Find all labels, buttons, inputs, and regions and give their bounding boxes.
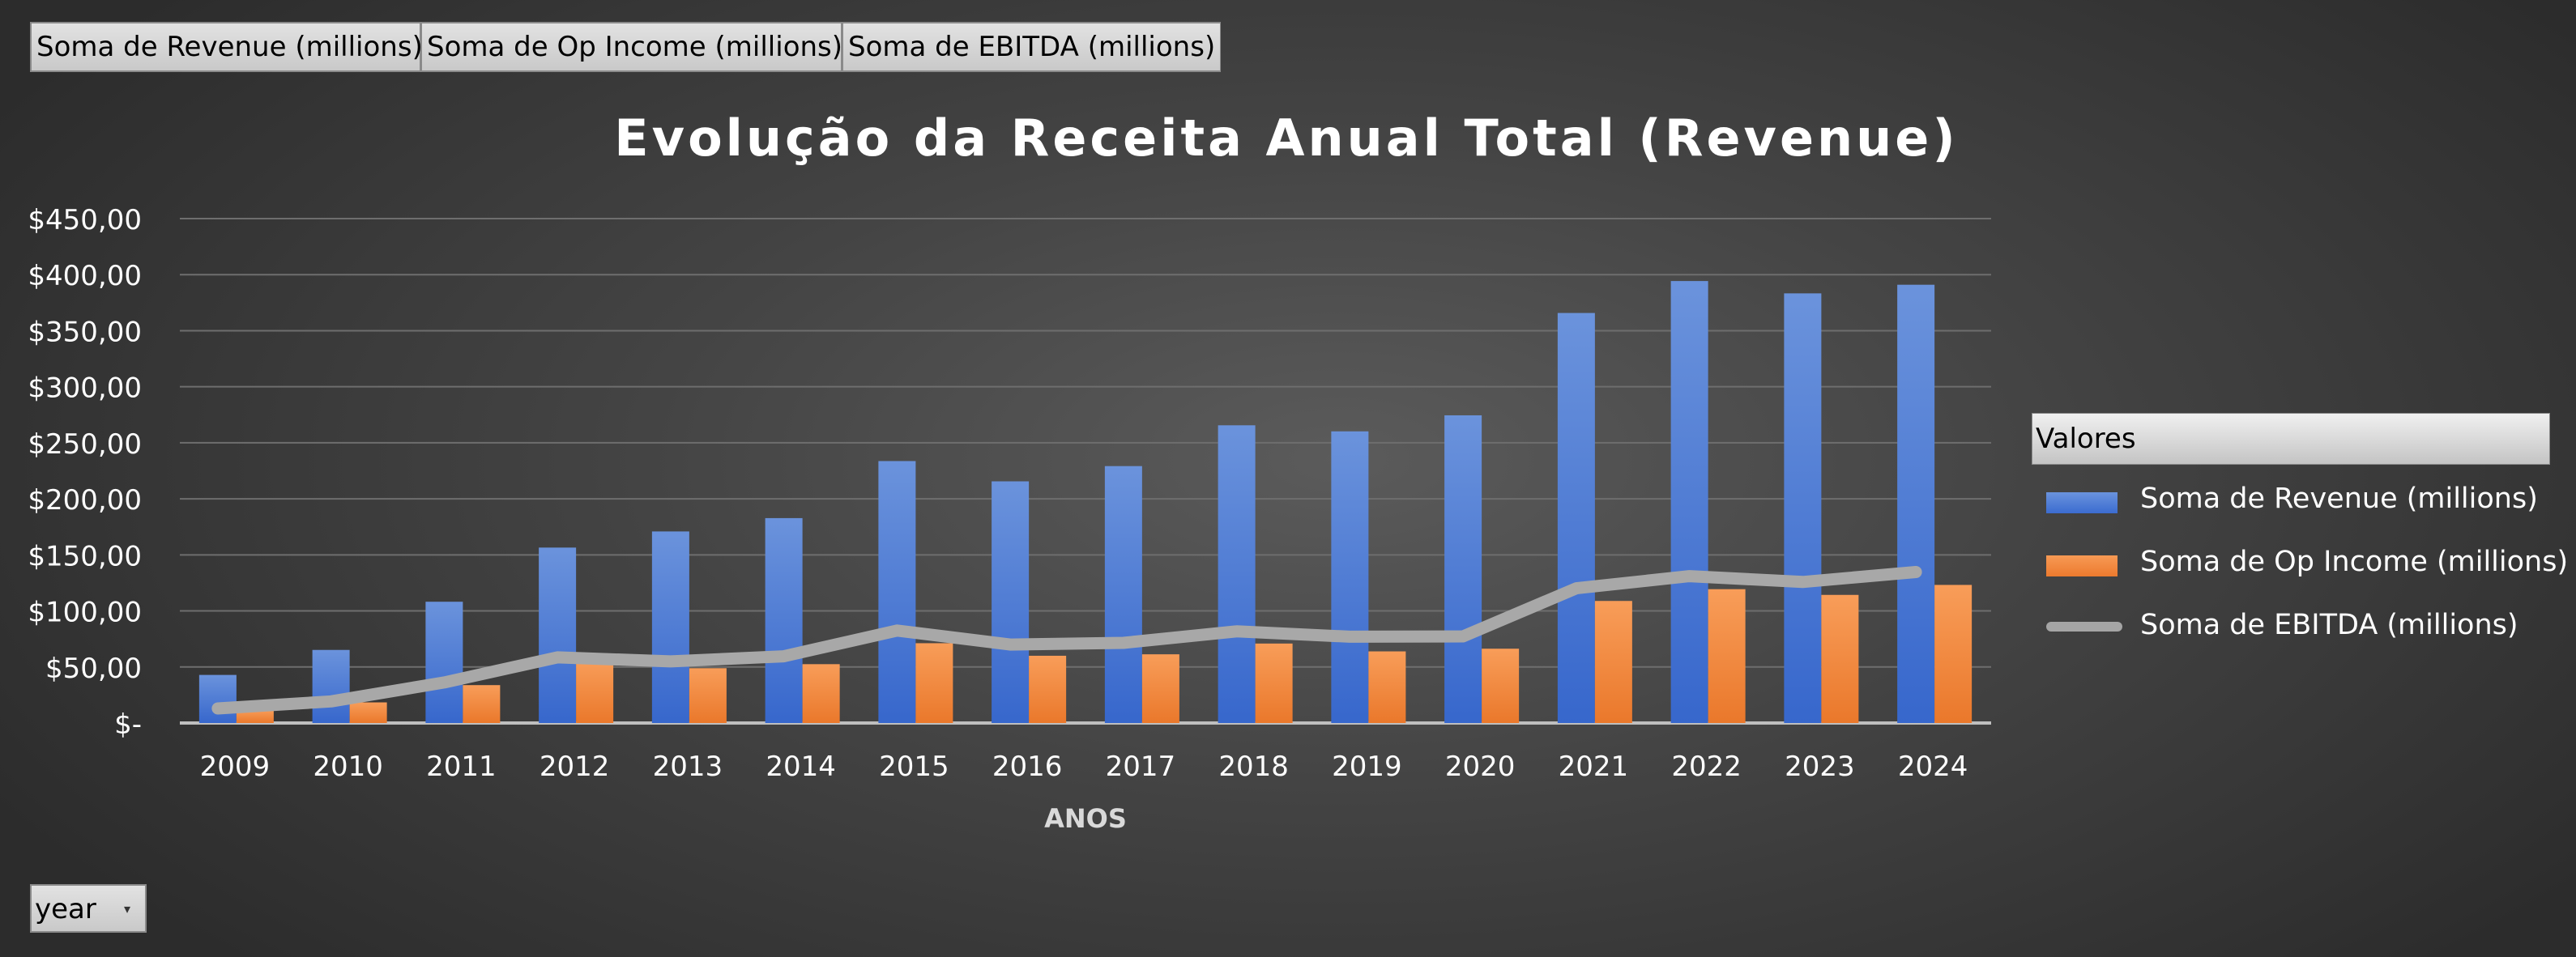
bar-revenue-2018: [1218, 425, 1256, 723]
x-axis-tick-labels: 2009 2010 2011 2012 2013 2014 2015 2016 2017 2018…: [200, 751, 1968, 783]
y-axis-tick-labels: $- $50,00 $100,00 $150,00 $200,00 $250,00 $300…: [28, 204, 142, 741]
y-tick-label: $350,00: [28, 316, 142, 348]
bar-op-income-2017: [1141, 654, 1179, 723]
field-button-ebitda[interactable]: Soma de EBITDA (millions): [842, 22, 1221, 72]
x-axis-label: ANOS: [1044, 803, 1127, 834]
y-tick-label: $300,00: [28, 372, 142, 405]
legend-title[interactable]: Valores: [2032, 413, 2550, 465]
bar-op-income-2023: [1821, 594, 1859, 723]
x-tick-label-2010: 2010: [313, 751, 383, 783]
bar-revenue-2022: [1670, 281, 1708, 724]
bar-revenue-2010: [312, 649, 350, 723]
bar-op-income-2011: [463, 685, 501, 723]
legend-item-ebitda[interactable]: Soma de EBITDA (millions): [2046, 601, 2565, 649]
bar-revenue-2021: [1557, 313, 1595, 723]
bar-op-income-2012: [576, 661, 614, 723]
y-tick-label: $400,00: [28, 260, 142, 292]
bar-op-income-2022: [1708, 589, 1746, 723]
x-tick-label-2015: 2015: [879, 751, 949, 783]
y-tick-label: $-: [114, 708, 142, 741]
y-tick-label: $100,00: [28, 597, 142, 629]
x-tick-label-2021: 2021: [1559, 751, 1629, 783]
x-tick-label-2013: 2013: [653, 751, 723, 783]
legend-item-op-income[interactable]: Soma de Op Income (millions): [2046, 538, 2569, 586]
x-tick-label-2012: 2012: [540, 751, 610, 783]
field-button-op-income[interactable]: Soma de Op Income (millions): [420, 22, 842, 72]
legend: Valores Soma de Revenue (millions) Soma …: [2032, 413, 2568, 641]
bar-revenue-2015: [878, 461, 916, 723]
bar-revenue-2013: [651, 531, 689, 723]
y-tick-label: $450,00: [28, 204, 142, 236]
y-tick-label: $250,00: [28, 428, 142, 461]
bar-op-income-2018: [1255, 643, 1293, 723]
legend-label-revenue: Soma de Revenue (millions): [2140, 483, 2538, 515]
x-tick-label-2019: 2019: [1332, 751, 1402, 783]
field-buttons: Soma de Revenue (millions) Soma de Op In…: [30, 22, 1221, 72]
year-filter-button[interactable]: year ▾: [30, 884, 147, 933]
x-tick-label-2022: 2022: [1671, 751, 1742, 783]
x-tick-label-2018: 2018: [1218, 751, 1289, 783]
x-tick-label-2024: 2024: [1898, 751, 1968, 783]
chart-line-series: [211, 566, 1922, 715]
x-tick-label-2009: 2009: [200, 751, 271, 783]
bar-revenue-2019: [1331, 431, 1369, 723]
legend-swatch-op-income: [2046, 555, 2118, 576]
bar-revenue-2017: [1104, 466, 1142, 723]
x-tick-label-2016: 2016: [992, 751, 1063, 783]
legend-label-ebitda: Soma de EBITDA (millions): [2140, 609, 2518, 641]
y-tick-label: $150,00: [28, 540, 142, 572]
dropdown-arrow-icon: ▾: [123, 901, 130, 917]
bar-revenue-2016: [992, 481, 1030, 723]
x-tick-label-2023: 2023: [1785, 751, 1855, 783]
bar-op-income-2021: [1594, 601, 1632, 723]
bar-revenue-2020: [1444, 415, 1482, 723]
bar-revenue-2009: [198, 674, 237, 723]
bar-revenue-2023: [1784, 293, 1822, 724]
bar-op-income-2015: [915, 643, 953, 723]
y-tick-label: $50,00: [45, 653, 142, 685]
x-tick-label-2014: 2014: [766, 751, 836, 783]
line-ebitda: [211, 566, 1922, 715]
bar-revenue-2011: [425, 602, 463, 723]
x-tick-label-2020: 2020: [1445, 751, 1516, 783]
bar-op-income-2024: [1934, 585, 1973, 723]
legend-swatch-revenue: [2046, 492, 2118, 513]
bar-op-income-2010: [349, 702, 387, 723]
bar-revenue-2012: [539, 547, 577, 723]
x-tick-label-2011: 2011: [426, 751, 497, 783]
bar-revenue-2014: [765, 517, 803, 723]
field-button-revenue[interactable]: Soma de Revenue (millions): [30, 22, 423, 72]
y-tick-label: $200,00: [28, 484, 142, 517]
chart-title: Evolução da Receita Anual Total (Revenue…: [614, 108, 1958, 168]
bar-op-income-2020: [1482, 649, 1520, 723]
x-tick-label-2017: 2017: [1106, 751, 1176, 783]
legend-label-op-income: Soma de Op Income (millions): [2140, 546, 2569, 578]
chart-bars: [198, 281, 1973, 724]
bar-op-income-2019: [1368, 651, 1406, 723]
legend-swatch-ebitda: [2046, 622, 2122, 632]
bar-op-income-2009: [236, 709, 274, 723]
legend-item-revenue[interactable]: Soma de Revenue (millions): [2046, 474, 2565, 523]
bar-op-income-2013: [689, 668, 727, 723]
bar-revenue-2024: [1897, 284, 1935, 723]
bar-op-income-2014: [802, 664, 840, 723]
year-filter-label: year: [35, 893, 96, 925]
bar-op-income-2016: [1029, 655, 1067, 723]
